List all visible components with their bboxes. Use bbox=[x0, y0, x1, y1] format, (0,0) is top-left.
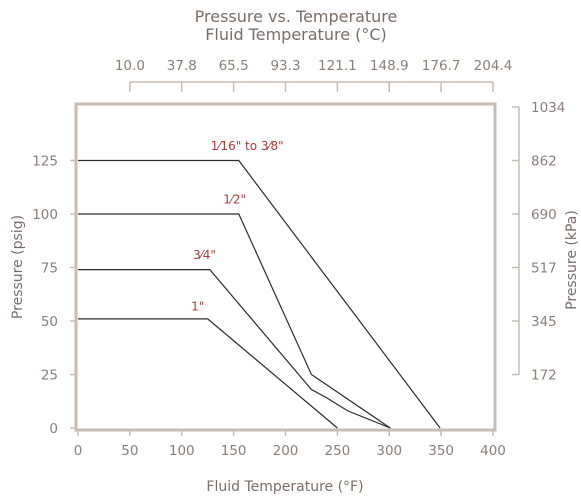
series-line bbox=[78, 213, 391, 429]
annotation-layer: 1⁄16" to 3⁄8" 1⁄2" 3⁄4" 1" bbox=[191, 139, 284, 313]
curve-label: 3⁄4" bbox=[193, 248, 216, 262]
plot-frame bbox=[74, 102, 497, 432]
right-tick-label: 690 bbox=[531, 207, 557, 223]
y-tick-label: 25 bbox=[41, 368, 58, 384]
y-tick-label: 50 bbox=[41, 314, 58, 330]
right-axis-label: Pressure (kPa) bbox=[564, 210, 580, 310]
top-tick-label: 148.9 bbox=[370, 58, 409, 74]
x-tick-label: 200 bbox=[273, 443, 299, 459]
x-tick-label: 100 bbox=[169, 443, 195, 459]
right-tick-label: 172 bbox=[531, 368, 557, 384]
top-axis: 10.0 37.8 65.5 93.3 121.1 148.9 176.7 204.4 bbox=[115, 58, 512, 92]
x-tick-label: 350 bbox=[428, 443, 454, 459]
top-tick-label: 176.7 bbox=[422, 58, 461, 74]
y-axis-label: Pressure (psig) bbox=[10, 215, 26, 319]
x-tick-label: 50 bbox=[121, 443, 138, 459]
right-tick-label: 1034 bbox=[531, 100, 565, 116]
x-axis-label: Fluid Temperature (°F) bbox=[206, 479, 363, 495]
chart-subtitle: Fluid Temperature (°C) bbox=[205, 25, 387, 44]
x-tick-label: 0 bbox=[74, 443, 83, 459]
right-axis: 172 345 517 690 862 1034 bbox=[512, 100, 565, 384]
curve-label: 1" bbox=[191, 299, 204, 313]
right-tick-label: 517 bbox=[531, 261, 557, 277]
series-line bbox=[78, 159, 441, 429]
x-tick-label: 150 bbox=[221, 443, 247, 459]
right-tick-label: 862 bbox=[531, 154, 557, 170]
x-tick-label: 400 bbox=[480, 443, 506, 459]
top-tick-label: 121.1 bbox=[318, 58, 357, 74]
top-tick-label: 204.4 bbox=[474, 58, 513, 74]
series-layer bbox=[78, 159, 441, 429]
top-tick-label: 10.0 bbox=[115, 58, 145, 74]
top-tick-label: 37.8 bbox=[167, 58, 197, 74]
y-tick-label: 75 bbox=[41, 261, 58, 277]
top-tick-label: 65.5 bbox=[219, 58, 249, 74]
chart-title: Pressure vs. Temperature bbox=[195, 7, 398, 26]
curve-label: 1⁄16" to 3⁄8" bbox=[211, 139, 284, 153]
y-tick-label: 100 bbox=[32, 207, 58, 223]
x-tick-label: 300 bbox=[376, 443, 402, 459]
y-axis-ticks: 0 25 50 75 100 125 bbox=[32, 154, 76, 437]
right-tick-label: 345 bbox=[531, 314, 557, 330]
x-axis-ticks: 0 50 100 150 200 250 300 350 400 bbox=[74, 430, 506, 459]
curve-label: 1⁄2" bbox=[223, 192, 246, 206]
x-tick-label: 250 bbox=[324, 443, 350, 459]
y-tick-label: 0 bbox=[49, 421, 58, 437]
top-tick-label: 93.3 bbox=[270, 58, 300, 74]
series-line bbox=[78, 269, 391, 429]
series-line bbox=[78, 318, 338, 429]
y-tick-label: 125 bbox=[32, 154, 58, 170]
